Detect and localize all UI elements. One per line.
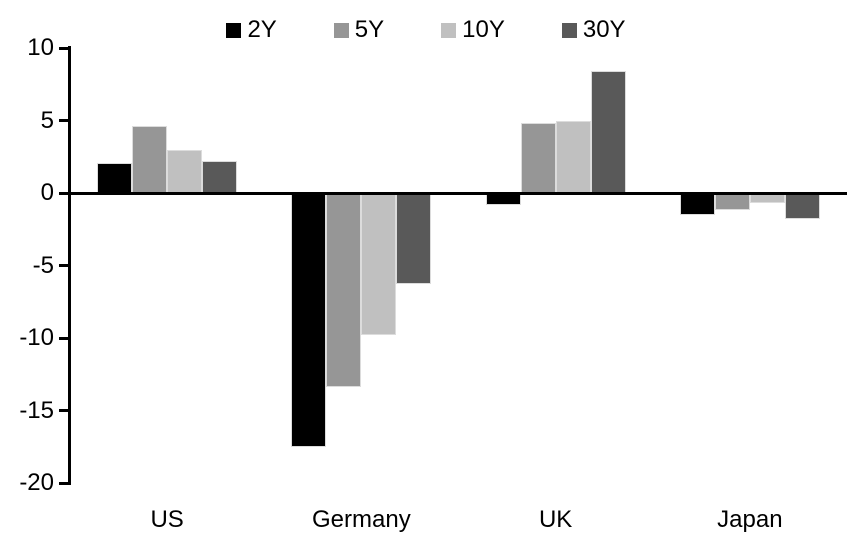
legend-item-5y: 5Y bbox=[333, 16, 385, 44]
y-axis-tick bbox=[59, 119, 68, 122]
y-axis-tick-label: 0 bbox=[40, 179, 54, 206]
bar-germany-30y bbox=[396, 193, 432, 285]
bar-uk-2y bbox=[485, 193, 521, 205]
bar-uk-30y bbox=[590, 71, 626, 193]
plot-area bbox=[68, 46, 847, 485]
category-label-germany: Germany bbox=[312, 506, 411, 533]
bar-germany-5y bbox=[326, 193, 362, 388]
bar-japan-10y bbox=[749, 193, 785, 204]
legend-label: 30Y bbox=[582, 16, 626, 43]
y-axis-tick-label: -20 bbox=[19, 469, 54, 496]
bar-us-2y bbox=[97, 162, 133, 193]
bar-uk-5y bbox=[520, 123, 556, 193]
bar-us-10y bbox=[167, 149, 203, 193]
legend-swatch-icon bbox=[561, 22, 577, 38]
legend-swatch-icon bbox=[441, 22, 457, 38]
legend-label: 10Y bbox=[462, 16, 505, 43]
y-axis-tick-label: -5 bbox=[32, 251, 54, 279]
bar-japan-2y bbox=[679, 193, 715, 215]
legend-item-2y: 2Y bbox=[226, 16, 277, 44]
y-axis-tick bbox=[59, 336, 68, 340]
legend-label: 5Y bbox=[354, 16, 385, 43]
legend-swatch-icon bbox=[333, 22, 349, 38]
y-axis-tick-label: 10 bbox=[27, 34, 54, 61]
y-axis-tick bbox=[59, 191, 68, 195]
category-label-uk: UK bbox=[538, 506, 573, 533]
bar-japan-30y bbox=[784, 193, 820, 220]
y-axis-tick bbox=[59, 481, 68, 485]
legend-item-10y: 10Y bbox=[441, 16, 505, 44]
y-axis-tick bbox=[59, 264, 68, 267]
zero-baseline bbox=[70, 191, 847, 195]
legend-item-30y: 30Y bbox=[561, 16, 626, 44]
bar-us-5y bbox=[132, 126, 168, 193]
bar-us-30y bbox=[202, 161, 238, 193]
legend-label: 2Y bbox=[247, 16, 277, 43]
bar-germany-10y bbox=[361, 193, 397, 336]
bar-japan-5y bbox=[714, 193, 750, 211]
y-axis-line bbox=[68, 46, 71, 485]
y-axis-tick bbox=[59, 409, 68, 412]
category-label-japan: Japan bbox=[717, 506, 783, 533]
bar-germany-2y bbox=[291, 193, 327, 447]
y-axis-tick bbox=[59, 46, 68, 50]
y-axis-tick-label: -10 bbox=[19, 324, 54, 351]
chart-legend: 2Y 5Y 10Y 30Y bbox=[0, 16, 852, 44]
y-axis-tick-label: -15 bbox=[19, 396, 54, 424]
legend-swatch-icon bbox=[226, 22, 242, 38]
y-axis-tick-label: 5 bbox=[40, 106, 54, 134]
bar-uk-10y bbox=[555, 120, 591, 193]
category-label-us: US bbox=[150, 506, 184, 533]
